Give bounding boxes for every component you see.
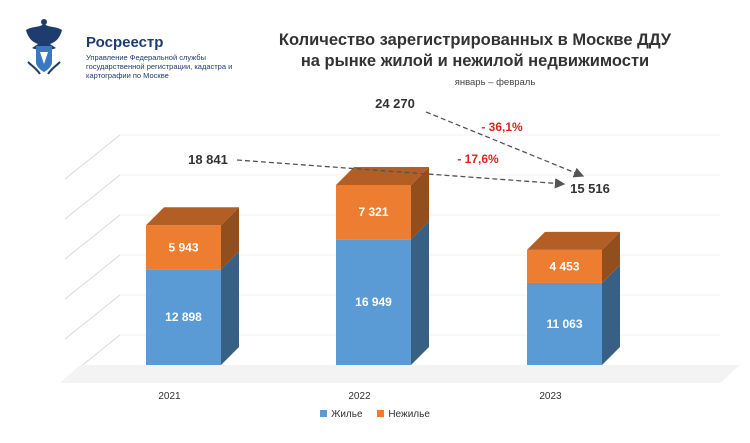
change-arrow-2022-2023 <box>425 111 585 178</box>
change-annotation-2022-2023: - 36,1% <box>481 120 523 134</box>
legend-swatch-non-residential <box>377 410 385 417</box>
bar-residential-2023 <box>527 282 602 365</box>
gridline <box>64 254 121 300</box>
bar-side-residential-2023 <box>602 264 620 365</box>
chart-floor <box>60 365 740 383</box>
gridline <box>64 134 121 180</box>
bar-non-residential-2022 <box>336 185 411 240</box>
legend-item-non-residential: Нежилье <box>377 409 430 420</box>
gridline <box>64 174 121 220</box>
bar-residential-2022 <box>336 239 411 365</box>
org-block: Росреестр Управление Федеральной службы … <box>86 34 246 80</box>
legend-item-residential: Жилье <box>320 409 363 420</box>
bar-side-residential-2021 <box>221 251 239 365</box>
legend-label-non-residential: Нежилье <box>388 409 430 420</box>
x-tick-label-2021: 2021 <box>158 391 181 402</box>
chart-subtitle: январь – февраль <box>454 77 536 88</box>
gridline <box>64 214 121 260</box>
bar-residential-2021 <box>146 269 221 365</box>
chart-title-line-2: на рынке жилой и нежилой недвижимости <box>300 52 650 70</box>
change-annotation-2021-2023: - 17,6% <box>457 152 499 166</box>
bar-top-2023 <box>527 231 620 250</box>
bar-side-non-residential-2023 <box>602 231 620 283</box>
bar-top-2022 <box>336 167 429 185</box>
bar-top-2021 <box>146 207 239 226</box>
data-label-non-residential-2021: 5 943 <box>168 240 198 254</box>
x-tick-label-2022: 2022 <box>348 391 371 402</box>
org-description: Управление Федеральной службы государств… <box>86 53 233 80</box>
total-label-2022: 24 270 <box>375 96 415 111</box>
bar-side-non-residential-2022 <box>411 167 429 240</box>
data-label-residential-2023: 11 063 <box>546 317 582 331</box>
bar-non-residential-2021 <box>146 225 221 270</box>
chart-legend: Жилье Нежилье <box>0 409 750 420</box>
data-label-residential-2021: 12 898 <box>165 310 202 324</box>
total-label-2023: 15 516 <box>570 181 610 196</box>
bar-non-residential-2023 <box>527 249 602 283</box>
org-name: Росреестр <box>86 34 164 51</box>
legend-swatch-residential <box>320 410 328 417</box>
bar-side-residential-2022 <box>411 221 429 365</box>
gridline <box>64 294 121 340</box>
rosreestr-emblem-icon <box>18 18 70 80</box>
legend-label-residential: Жилье <box>331 409 363 420</box>
bar-side-non-residential-2021 <box>221 207 239 270</box>
chart-title-line-1: Количество зарегистрированных в Москве Д… <box>278 31 672 49</box>
x-tick-label-2023: 2023 <box>539 391 562 402</box>
change-arrow-2021-2023 <box>236 159 566 189</box>
data-label-non-residential-2022: 7 321 <box>358 205 388 219</box>
data-label-residential-2022: 16 949 <box>355 295 392 309</box>
chart-title: Количество зарегистрированных в Москве Д… <box>245 30 705 72</box>
total-label-2021: 18 841 <box>188 152 228 167</box>
data-label-non-residential-2023: 4 453 <box>549 259 579 273</box>
